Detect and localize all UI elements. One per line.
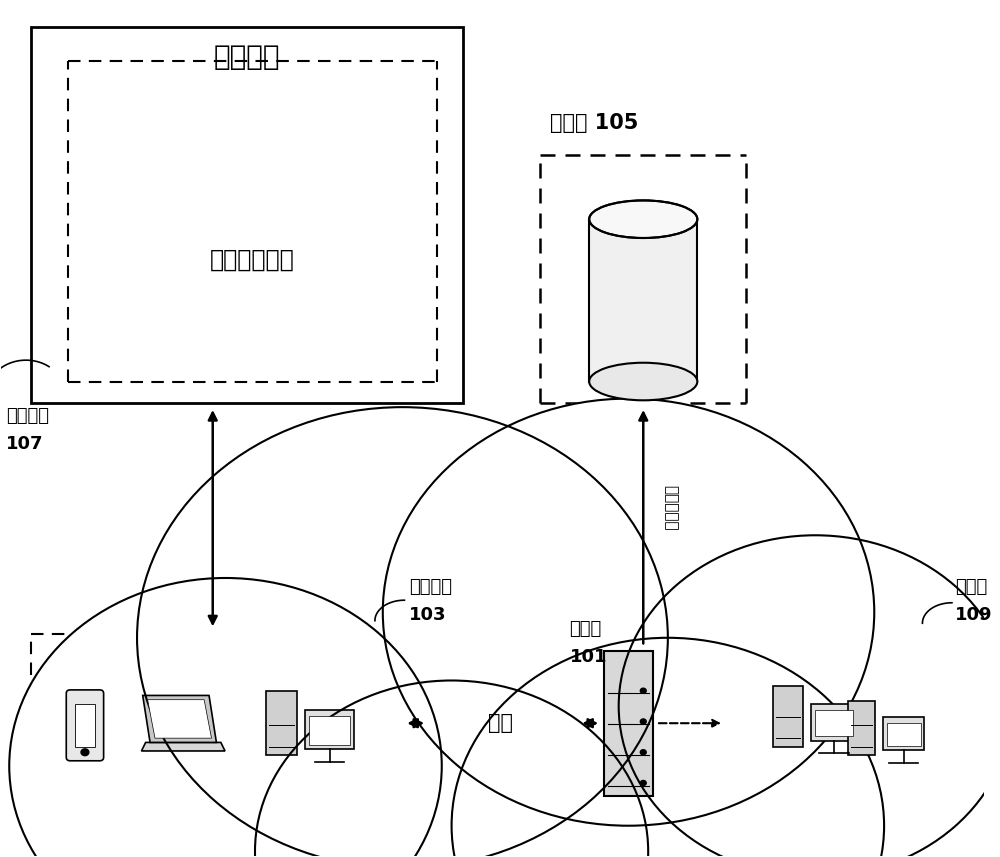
Text: 101: 101 [570, 649, 607, 667]
Circle shape [640, 781, 646, 786]
Bar [773, 686, 803, 746]
Bar [815, 710, 853, 736]
Text: 显示界面: 显示界面 [214, 43, 280, 71]
Circle shape [9, 578, 442, 857]
Text: 107: 107 [6, 434, 44, 452]
Circle shape [81, 749, 89, 756]
Bar [305, 710, 354, 749]
Text: 网络: 网络 [488, 713, 513, 734]
Circle shape [640, 719, 646, 724]
Circle shape [255, 680, 648, 857]
Bar [604, 650, 653, 796]
Bar [589, 219, 697, 381]
Text: 目标应用: 目标应用 [6, 407, 49, 425]
Polygon shape [141, 742, 225, 751]
Bar [75, 704, 95, 747]
Text: 客户端: 客户端 [955, 578, 987, 596]
Bar [811, 704, 857, 740]
Polygon shape [143, 695, 216, 742]
Circle shape [619, 536, 1000, 857]
Text: 服务器: 服务器 [570, 620, 602, 638]
Text: 内存调用信息: 内存调用信息 [210, 248, 295, 272]
Bar [31, 27, 463, 403]
Circle shape [640, 750, 646, 755]
Bar [887, 723, 921, 746]
Bar [848, 701, 875, 755]
Circle shape [137, 407, 668, 857]
Text: 用户终端: 用户终端 [409, 578, 452, 596]
Text: 存储或读取: 存储或读取 [663, 485, 678, 530]
Text: 103: 103 [409, 606, 447, 624]
Bar [883, 717, 924, 750]
Circle shape [383, 399, 874, 825]
Text: 数据库 105: 数据库 105 [550, 112, 638, 133]
Circle shape [452, 638, 884, 857]
Circle shape [640, 688, 646, 693]
Polygon shape [148, 699, 211, 738]
Text: 109: 109 [955, 606, 992, 624]
Bar [266, 692, 297, 755]
FancyBboxPatch shape [66, 690, 104, 761]
Ellipse shape [589, 363, 697, 400]
Ellipse shape [589, 201, 697, 238]
Bar [309, 716, 350, 745]
